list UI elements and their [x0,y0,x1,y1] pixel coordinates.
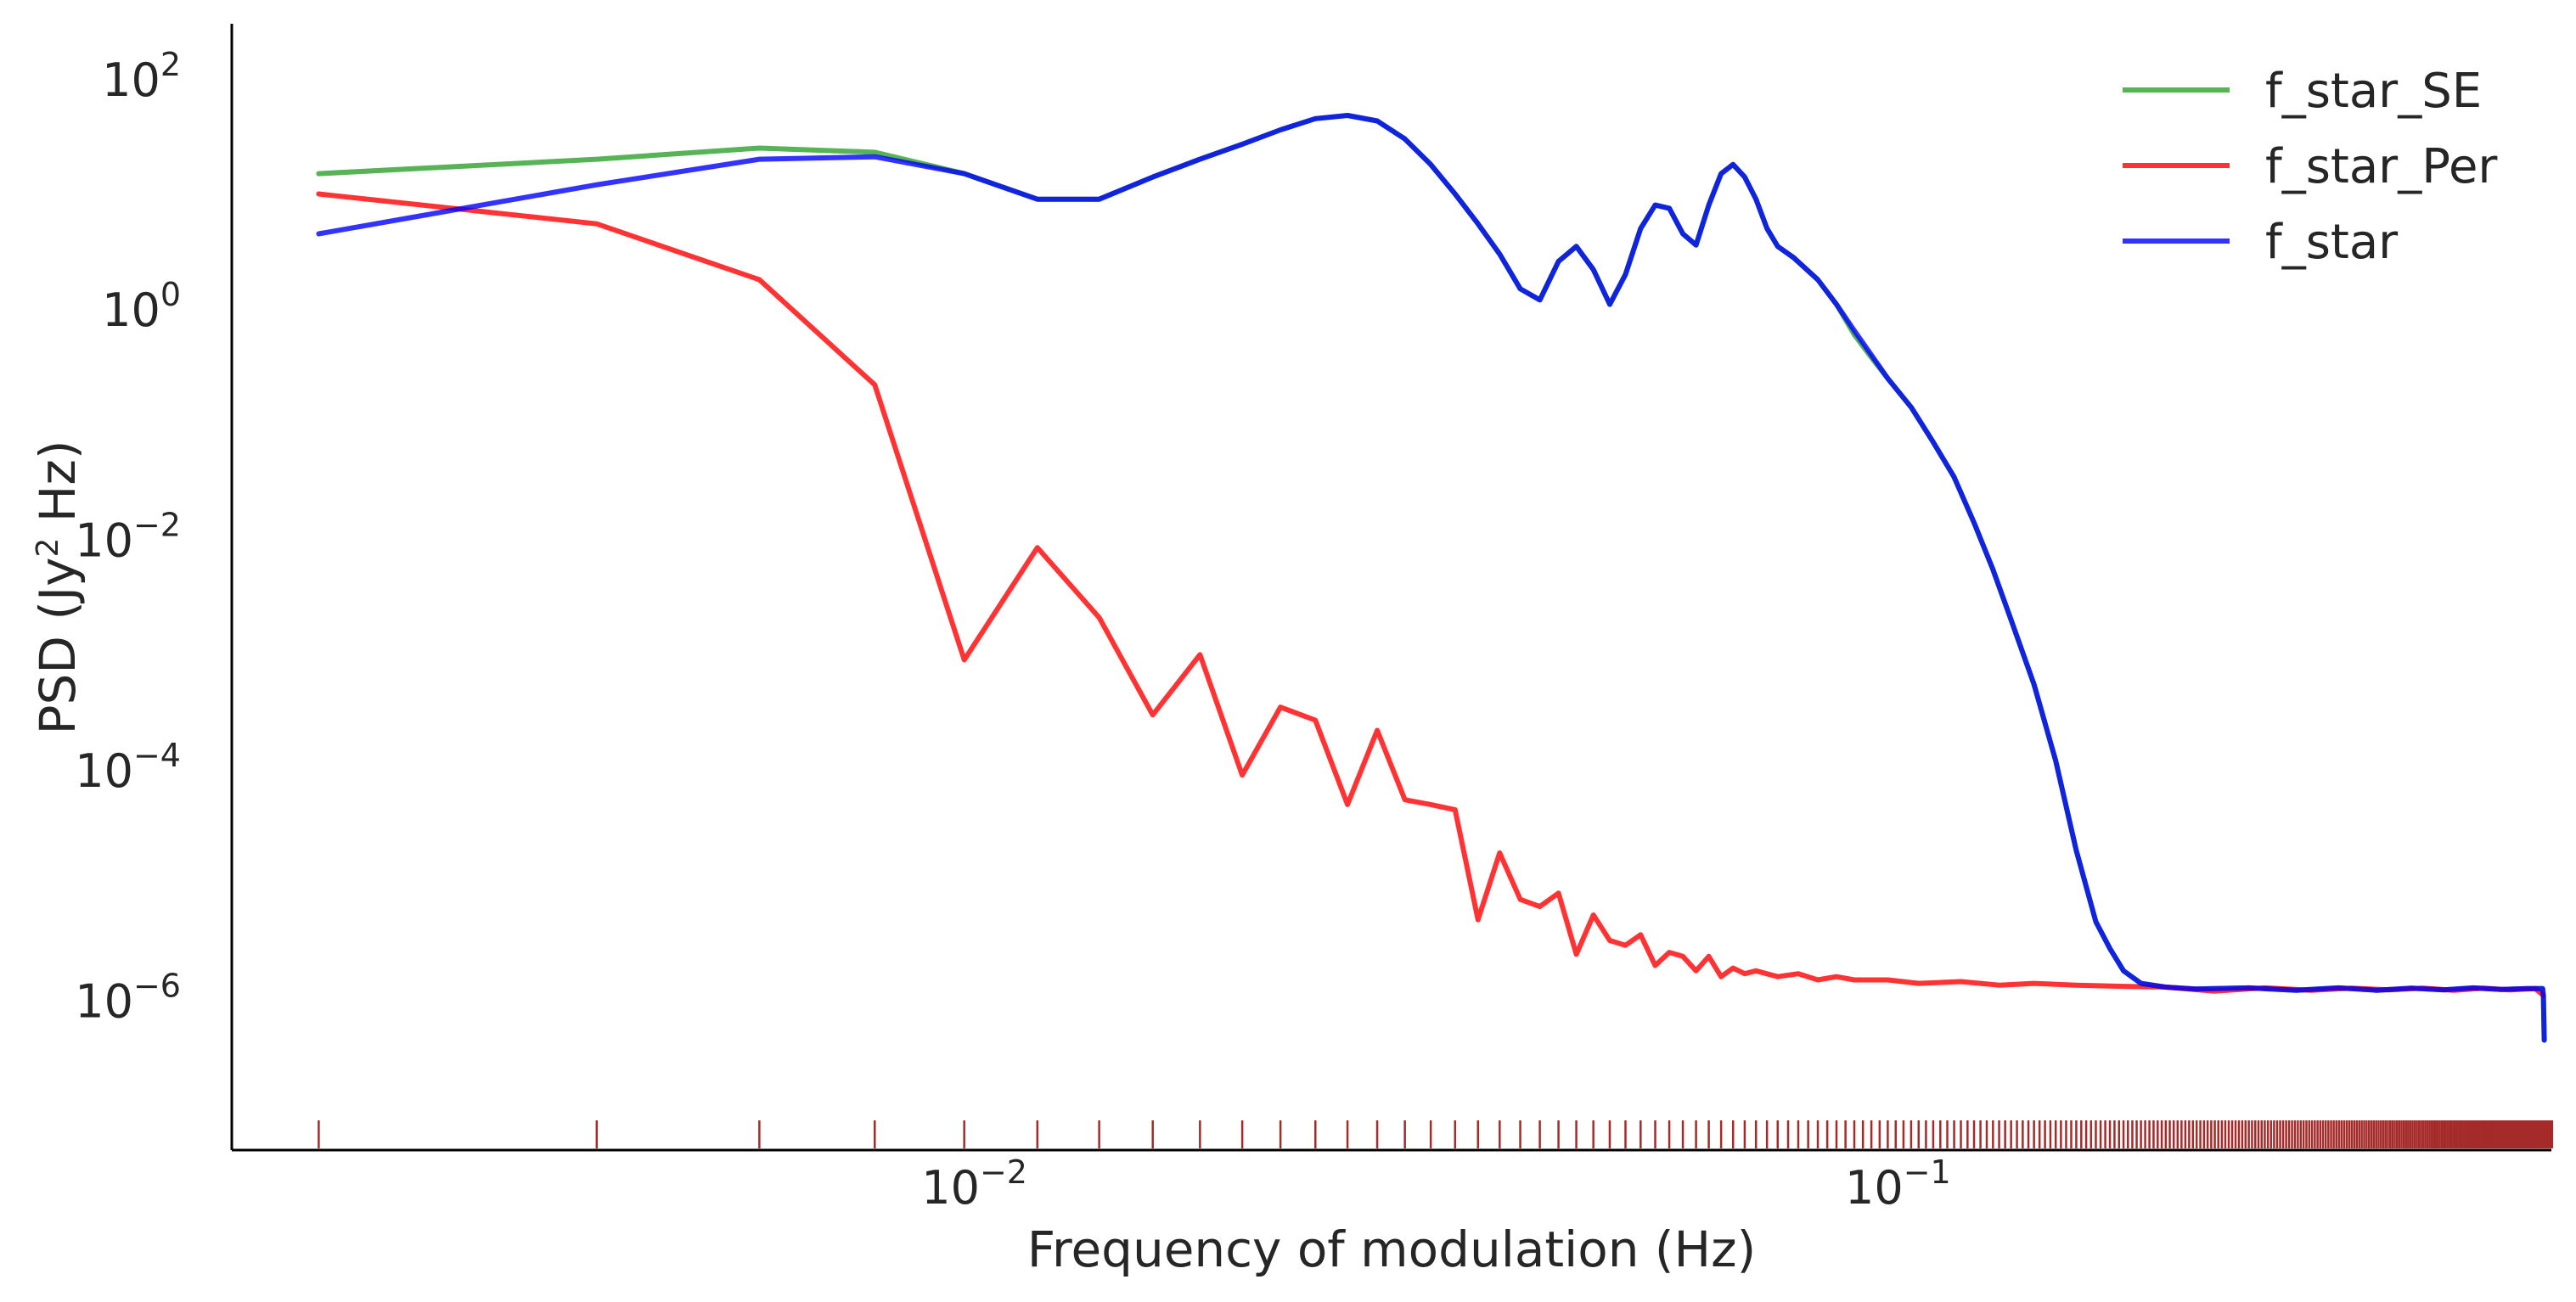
y-tick-label: 102 [102,46,181,107]
x-tick-label: 10−2 [921,1153,1027,1215]
y-axis-label: PSD (Jy2 Hz) [29,441,87,735]
axes [230,24,2551,1152]
series-line-f-star [316,113,2547,1043]
legend-label: f_star_Per [2265,139,2498,194]
y-tick-label: 10−6 [75,967,181,1028]
frequency-rug [318,1120,2554,1148]
legend: f_star_SE f_star_Per f_star [2123,64,2498,270]
y-axis-label-tail: Hz) [29,441,87,538]
y-axis-label-main: PSD (Jy [29,558,87,735]
legend-label: f_star_SE [2265,64,2482,119]
y-axis-label-superscript: 2 [31,538,65,558]
legend-label: f_star [2265,215,2399,270]
y-tick-label: 10−4 [75,737,181,798]
tick-labels: 102 100 10−2 10−4 10−6 10−2 10−1 [75,46,1950,1215]
y-tick-label: 10−2 [75,507,181,568]
series-lines [316,113,2547,1043]
x-tick-label: 10−1 [1845,1153,1951,1215]
x-axis-label: Frequency of modulation (Hz) [1027,1221,1756,1278]
y-tick-label: 100 [102,276,181,337]
